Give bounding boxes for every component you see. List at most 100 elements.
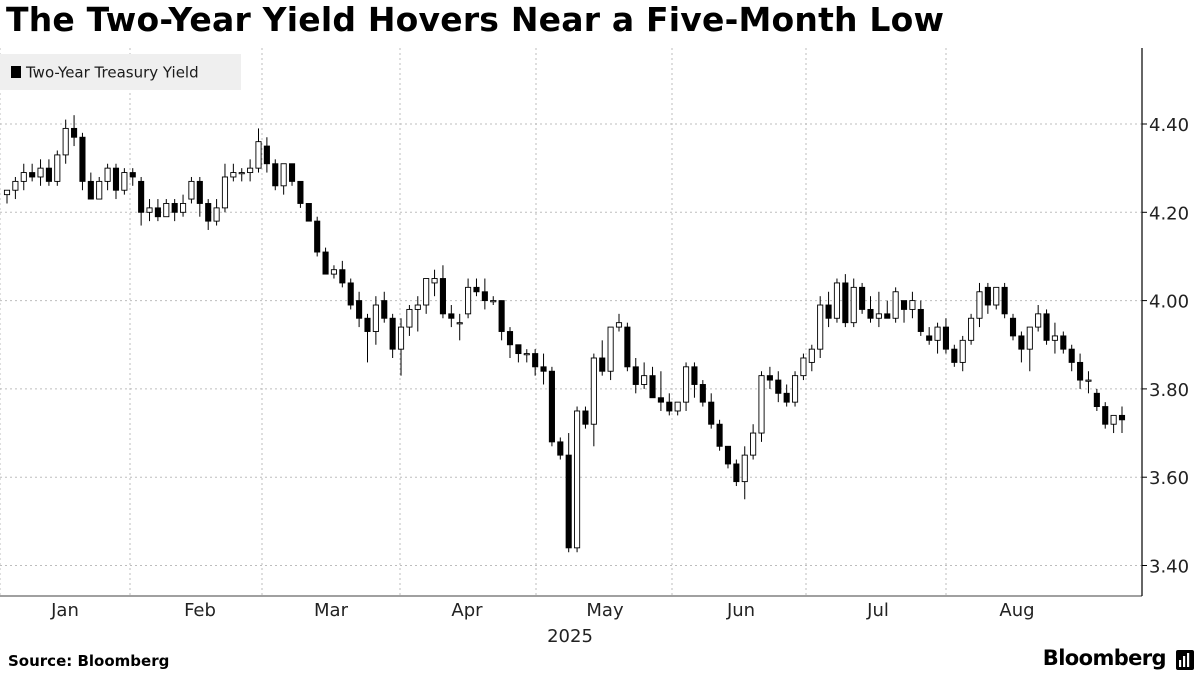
candle-body-up <box>163 203 170 218</box>
candle <box>506 327 514 358</box>
candle <box>431 269 438 297</box>
candle-body-up <box>230 172 237 178</box>
candle <box>657 371 664 411</box>
candle-body-down <box>364 317 371 332</box>
candle <box>490 296 497 306</box>
candle-body-down <box>1068 348 1075 363</box>
candle-body-up <box>423 278 430 306</box>
candle-body-up <box>683 366 690 403</box>
candle <box>322 247 329 275</box>
candle <box>850 278 857 328</box>
candle-body-down <box>951 348 958 363</box>
candle <box>305 203 312 222</box>
candle <box>1068 344 1075 372</box>
candle-body-up <box>833 282 841 319</box>
candle-body-down <box>716 423 723 447</box>
candle-body-up <box>121 172 128 191</box>
candle-body-down <box>582 410 589 425</box>
candle-body-up <box>12 180 19 191</box>
candle <box>1051 322 1058 354</box>
candle-body-down <box>305 203 312 222</box>
candle-body-up <box>431 278 438 284</box>
candle <box>112 163 120 200</box>
candle <box>699 380 706 407</box>
candle-body-up <box>791 375 799 403</box>
candle <box>1043 309 1050 345</box>
tick-labels: 3.40 3.60 3.80 4.00 4.20 4.40 Jan Feb Mar Apr May J… <box>50 115 1189 621</box>
x-tick-label: Aug <box>999 600 1034 621</box>
candle <box>842 274 849 328</box>
candle <box>859 282 866 314</box>
candle-body-up <box>993 286 1000 306</box>
candle-body-down <box>766 375 773 381</box>
candle <box>783 384 790 407</box>
candle <box>959 335 966 372</box>
candle-body-up <box>741 454 748 483</box>
candle <box>800 353 807 381</box>
candle-body-up <box>397 326 405 350</box>
candle-body-up <box>850 286 857 324</box>
candle-body-down <box>481 291 488 302</box>
candle-body-down <box>448 313 455 319</box>
candle <box>339 260 346 288</box>
legend-box <box>0 54 241 90</box>
candle-body-down <box>87 180 94 200</box>
candle <box>20 163 27 191</box>
candle-body-up <box>817 304 824 350</box>
candle-body-down <box>129 172 136 178</box>
candle-body-down <box>624 326 631 368</box>
candle <box>372 296 379 345</box>
candle-body-down <box>867 308 874 319</box>
candle <box>557 437 564 460</box>
candle-body-down <box>1043 313 1050 341</box>
candle <box>942 318 949 354</box>
candle-body-down <box>1018 335 1025 350</box>
candle-body-down <box>381 300 388 319</box>
candle <box>356 291 363 328</box>
candle-body-up <box>976 291 983 319</box>
candle <box>766 366 773 389</box>
candle <box>12 176 19 200</box>
candle <box>926 327 933 345</box>
candle <box>1026 326 1033 372</box>
candle <box>96 176 103 200</box>
candle-body-down <box>71 127 78 138</box>
candle-body-down <box>339 269 346 284</box>
candle <box>758 371 765 442</box>
bloomberg-logo: Bloomberg <box>1042 646 1167 670</box>
candle <box>716 419 723 451</box>
candle-body-down <box>708 401 715 425</box>
candle-body-down <box>1009 317 1017 337</box>
candle-body-down <box>942 326 949 350</box>
x-tick-label: May <box>586 600 624 621</box>
candle-body-up <box>62 127 69 156</box>
candle-body-down <box>1118 414 1126 421</box>
candle-body-down <box>557 441 564 456</box>
candle <box>364 313 371 363</box>
candle <box>272 159 279 191</box>
candle-body-down <box>288 163 296 182</box>
candle <box>649 366 656 399</box>
legend-swatch <box>11 66 21 78</box>
candle <box>247 159 254 182</box>
candle-body-down <box>439 278 446 315</box>
candle <box>708 393 715 429</box>
x-tick-label: Jul <box>866 600 889 621</box>
candle-body-up <box>641 375 648 385</box>
candle <box>750 424 757 460</box>
candle-body-up <box>909 300 916 310</box>
candle-body-up <box>188 180 195 200</box>
candle <box>238 168 245 182</box>
candle-body-up <box>280 163 287 187</box>
candle <box>691 362 698 398</box>
candle <box>255 128 262 173</box>
candle <box>62 119 69 164</box>
candle <box>1018 331 1025 363</box>
candle-body-down <box>506 331 514 346</box>
candle <box>406 305 413 336</box>
candle-body-up <box>146 207 153 213</box>
candle <box>465 278 472 319</box>
candle-body-down <box>859 286 866 310</box>
candle-body-up <box>372 304 379 332</box>
